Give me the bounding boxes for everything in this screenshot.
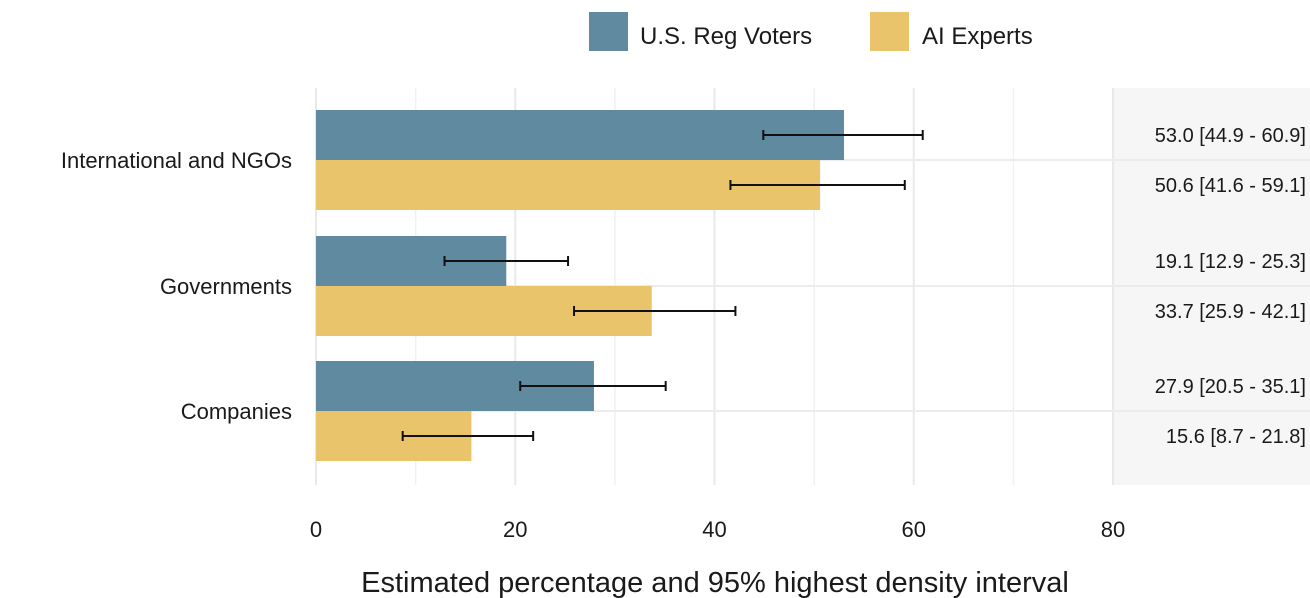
value-label: 15.6 [8.7 - 21.8] [1166, 426, 1306, 448]
value-labels: 53.0 [44.9 - 60.9] 50.6 [41.6 - 59.1] 19.1… [1155, 125, 1306, 448]
category-labels: International and NGOs Governments Compani… [61, 148, 292, 424]
error-bar [729, 180, 906, 190]
bar [316, 110, 845, 160]
category-label: Governments [160, 274, 292, 299]
legend-swatch-reg-voters [589, 12, 628, 51]
value-label: 33.7 [25.9 - 42.1] [1155, 301, 1306, 323]
category-label: Companies [181, 399, 292, 424]
x-tick-label: 80 [1101, 517, 1125, 542]
legend: U.S. Reg Voters AI Experts [589, 12, 1033, 51]
error-bar [401, 431, 535, 441]
x-tick-label: 40 [702, 517, 726, 542]
error-bar [443, 256, 570, 266]
category-label: International and NGOs [61, 148, 292, 173]
bars [316, 110, 845, 461]
legend-swatch-ai-experts [870, 12, 909, 51]
value-label: 50.6 [41.6 - 59.1] [1155, 175, 1306, 197]
legend-label-ai-experts: AI Experts [922, 23, 1033, 50]
x-tick-label: 60 [902, 517, 926, 542]
x-axis-label: Estimated percentage and 95% highest den… [361, 567, 1069, 598]
x-ticks: 0 20 40 60 80 [310, 517, 1125, 542]
x-tick-label: 20 [503, 517, 527, 542]
value-label: 19.1 [12.9 - 25.3] [1155, 251, 1306, 273]
value-label: 27.9 [20.5 - 35.1] [1155, 376, 1306, 398]
error-bar [762, 130, 924, 140]
error-bar [519, 381, 667, 391]
error-bars [401, 130, 924, 441]
legend-label-reg-voters: U.S. Reg Voters [640, 23, 812, 50]
value-label: 53.0 [44.9 - 60.9] [1155, 125, 1306, 147]
error-bar [573, 306, 737, 316]
x-tick-label: 0 [310, 517, 322, 542]
